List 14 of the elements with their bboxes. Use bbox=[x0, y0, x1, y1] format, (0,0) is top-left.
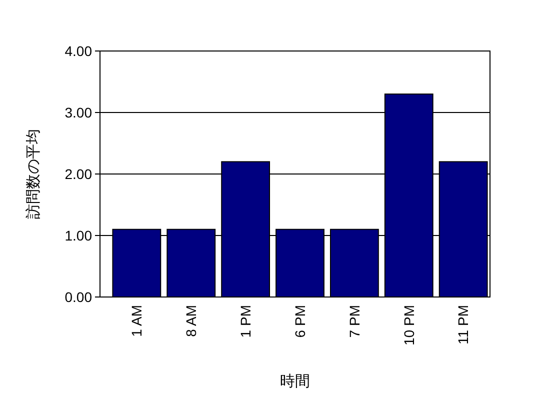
y-tick-label: 2.00 bbox=[64, 166, 92, 182]
x-axis-title: 時間 bbox=[280, 373, 310, 390]
x-tick-label: 10 PM bbox=[400, 305, 417, 346]
x-tick-label: 8 AM bbox=[183, 305, 200, 337]
y-tick-label: 0.00 bbox=[64, 288, 92, 305]
x-tick-label: 6 PM bbox=[292, 305, 308, 338]
y-tick-label: 3.00 bbox=[64, 104, 92, 120]
x-tick-label: 7 PM bbox=[346, 305, 362, 338]
x-tick-label: 1 PM bbox=[237, 305, 254, 338]
y-axis-title: 訪問数の平均 bbox=[25, 129, 42, 219]
x-tick-label: 1 AM bbox=[128, 305, 145, 337]
y-tick-label: 1.00 bbox=[64, 227, 92, 244]
x-tick-label: 11 PM bbox=[455, 305, 472, 344]
y-tick-label: 4.00 bbox=[64, 42, 92, 59]
